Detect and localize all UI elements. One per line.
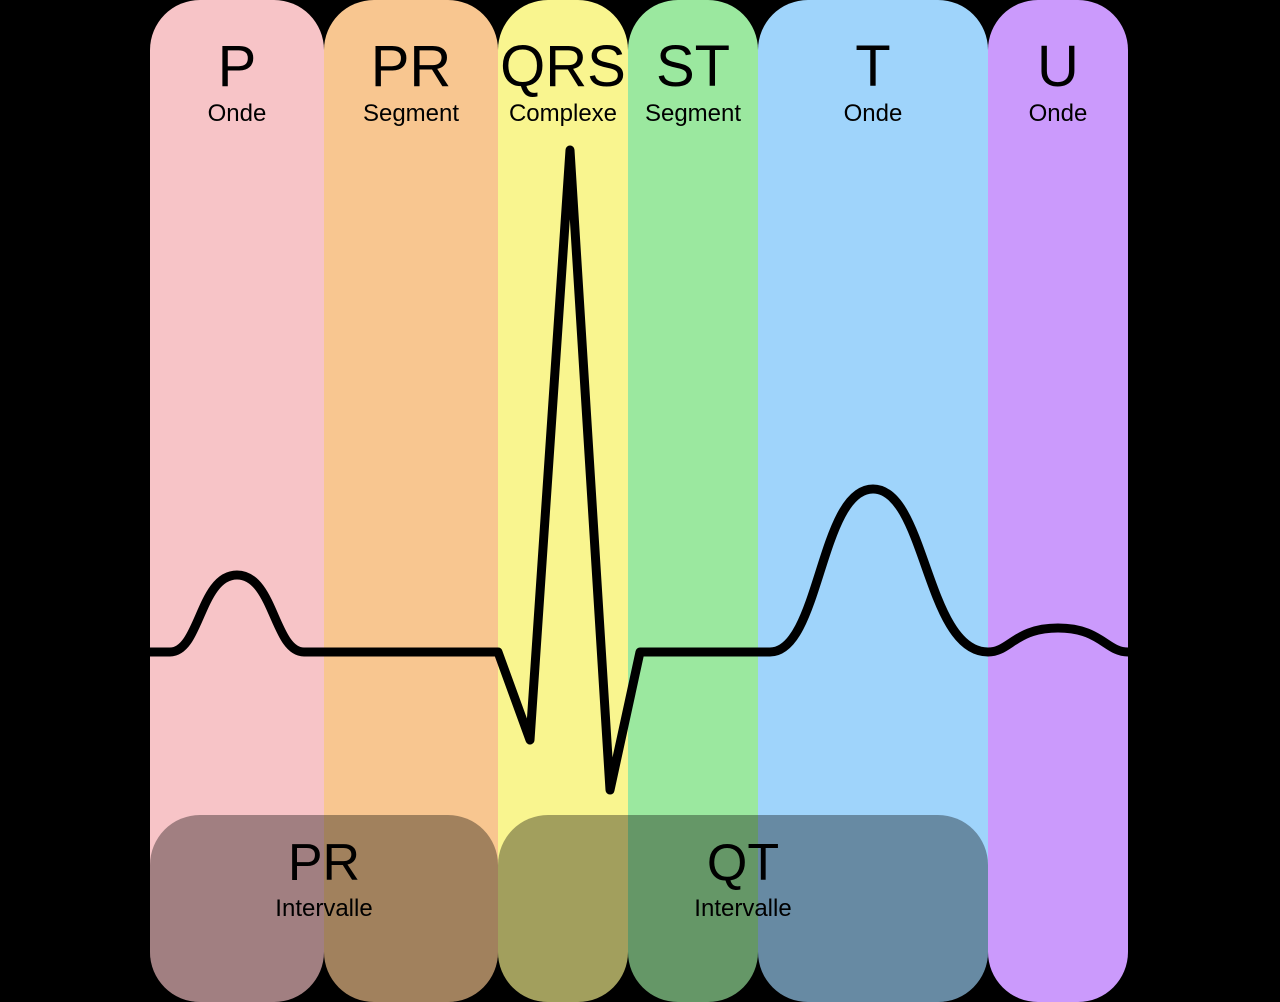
interval-qt-title: QT	[498, 837, 988, 889]
column-u-subtitle: Onde	[988, 100, 1128, 128]
column-u-title: U	[988, 38, 1128, 96]
column-qrs-subtitle: Complexe	[498, 100, 628, 128]
interval-qt-subtitle: Intervalle	[498, 895, 988, 923]
column-p-subtitle: Onde	[150, 100, 324, 128]
column-st-subtitle: Segment	[628, 100, 758, 128]
interval-pr-subtitle: Intervalle	[150, 895, 498, 923]
column-u-wave: U Onde	[988, 0, 1128, 1002]
column-st-title: ST	[628, 38, 758, 96]
column-p-title: P	[150, 38, 324, 96]
interval-pr: PR Intervalle	[150, 815, 498, 1002]
ecg-diagram: P Onde PR Segment QRS Complexe ST Segmen…	[0, 0, 1280, 1002]
column-pr-title: PR	[324, 38, 498, 96]
column-qrs-title: QRS	[498, 38, 628, 96]
column-pr-subtitle: Segment	[324, 100, 498, 128]
interval-pr-title: PR	[150, 837, 498, 889]
column-t-title: T	[758, 38, 988, 96]
interval-qt: QT Intervalle	[498, 815, 988, 1002]
column-t-subtitle: Onde	[758, 100, 988, 128]
